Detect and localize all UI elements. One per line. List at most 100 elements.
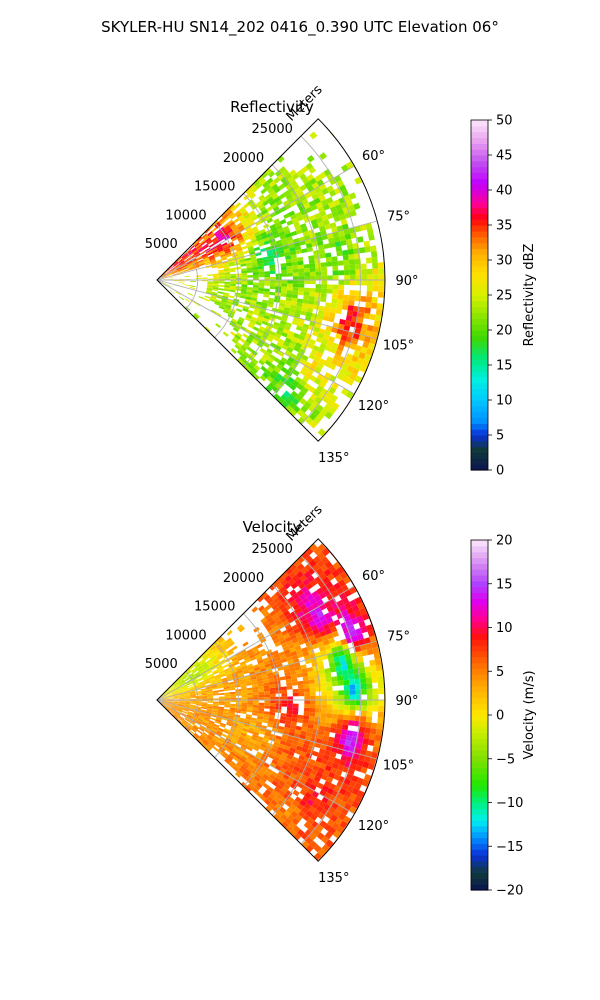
field-cell — [246, 291, 253, 295]
field-cell — [332, 709, 339, 715]
field-cell — [285, 300, 292, 305]
field-cell — [204, 648, 211, 654]
field-cell — [266, 768, 273, 775]
field-cell — [364, 666, 371, 673]
field-cell — [257, 290, 264, 294]
field-cell — [304, 563, 313, 571]
field-cell — [304, 192, 312, 199]
field-cell — [218, 250, 225, 255]
field-cell — [166, 272, 172, 276]
field-cell — [226, 675, 233, 680]
field-cell — [280, 686, 287, 691]
field-cell — [236, 332, 243, 338]
field-cell — [264, 328, 271, 334]
field-cell — [356, 236, 364, 243]
field-cell — [236, 212, 243, 218]
field-cell — [217, 264, 224, 268]
field-cell — [289, 353, 297, 360]
field-cell — [254, 743, 261, 749]
field-cell — [351, 617, 359, 625]
field-cell — [284, 350, 292, 357]
field-cell — [247, 774, 254, 781]
field-cell — [249, 192, 257, 200]
field-cell — [255, 773, 263, 780]
field-cell — [217, 685, 224, 689]
field-cell — [237, 224, 244, 230]
colorbar-segment — [471, 825, 488, 833]
field-cell — [199, 239, 206, 245]
field-cell — [236, 624, 244, 631]
field-cell — [268, 297, 275, 302]
field-cell — [194, 662, 200, 668]
field-cell — [213, 252, 220, 257]
field-cell — [161, 702, 166, 707]
field-cell — [246, 663, 253, 668]
field-cell — [240, 325, 247, 331]
field-cell — [215, 651, 221, 657]
field-cell — [173, 700, 179, 702]
field-cell — [302, 608, 310, 615]
field-cell — [207, 231, 213, 237]
field-cell — [198, 714, 205, 719]
field-cell — [287, 578, 296, 586]
field-cell — [280, 616, 288, 623]
field-cell — [192, 734, 198, 740]
field-cell — [248, 741, 256, 747]
field-cell — [240, 345, 247, 352]
field-cell — [258, 313, 265, 318]
field-cell — [331, 630, 339, 638]
field-cell — [171, 690, 177, 693]
field-cell — [266, 625, 273, 632]
colorbar-segment — [471, 691, 488, 699]
field-cell — [283, 341, 290, 347]
field-cell — [244, 677, 251, 682]
field-cell — [362, 761, 370, 769]
field-cell — [316, 362, 324, 370]
field-cell — [260, 356, 267, 363]
field-cell — [339, 654, 346, 662]
colorbar-segment — [471, 685, 488, 693]
field-cell — [195, 673, 201, 678]
field-cell — [285, 652, 292, 658]
field-cell — [256, 342, 264, 348]
field-cell — [164, 269, 170, 274]
field-cell — [247, 218, 254, 224]
field-cell — [195, 275, 202, 277]
field-cell — [356, 357, 364, 365]
field-cell — [197, 678, 204, 682]
colorbar-segment — [471, 400, 488, 407]
field-cell — [275, 280, 282, 284]
field-cell — [273, 813, 281, 821]
field-cell — [236, 249, 243, 254]
field-cell — [348, 715, 356, 721]
field-cell — [237, 738, 244, 744]
field-cell — [184, 284, 190, 287]
field-cell — [268, 628, 275, 635]
field-cell — [372, 705, 379, 712]
field-cell — [173, 698, 179, 700]
colorbar-segment — [471, 178, 488, 185]
field-cell — [208, 224, 215, 230]
azimuth-spoke — [156, 165, 355, 281]
field-cell — [348, 780, 357, 788]
field-cell — [346, 243, 354, 250]
field-cell — [344, 602, 352, 610]
field-cell — [342, 669, 349, 676]
field-cell — [370, 671, 378, 678]
field-cell — [184, 693, 190, 695]
field-cell — [338, 289, 344, 295]
field-cell — [319, 343, 327, 350]
field-cell — [245, 785, 252, 793]
field-cell — [292, 280, 299, 284]
field-cell — [314, 258, 321, 264]
field-cell — [211, 236, 218, 242]
field-cell — [287, 366, 295, 374]
field-cell — [239, 261, 246, 265]
field-cell — [308, 675, 315, 680]
field-cell — [305, 555, 314, 564]
field-cell — [278, 193, 286, 200]
field-cell — [206, 688, 213, 691]
field-cell — [354, 225, 362, 233]
field-cell — [222, 714, 229, 718]
field-cell — [247, 695, 254, 698]
